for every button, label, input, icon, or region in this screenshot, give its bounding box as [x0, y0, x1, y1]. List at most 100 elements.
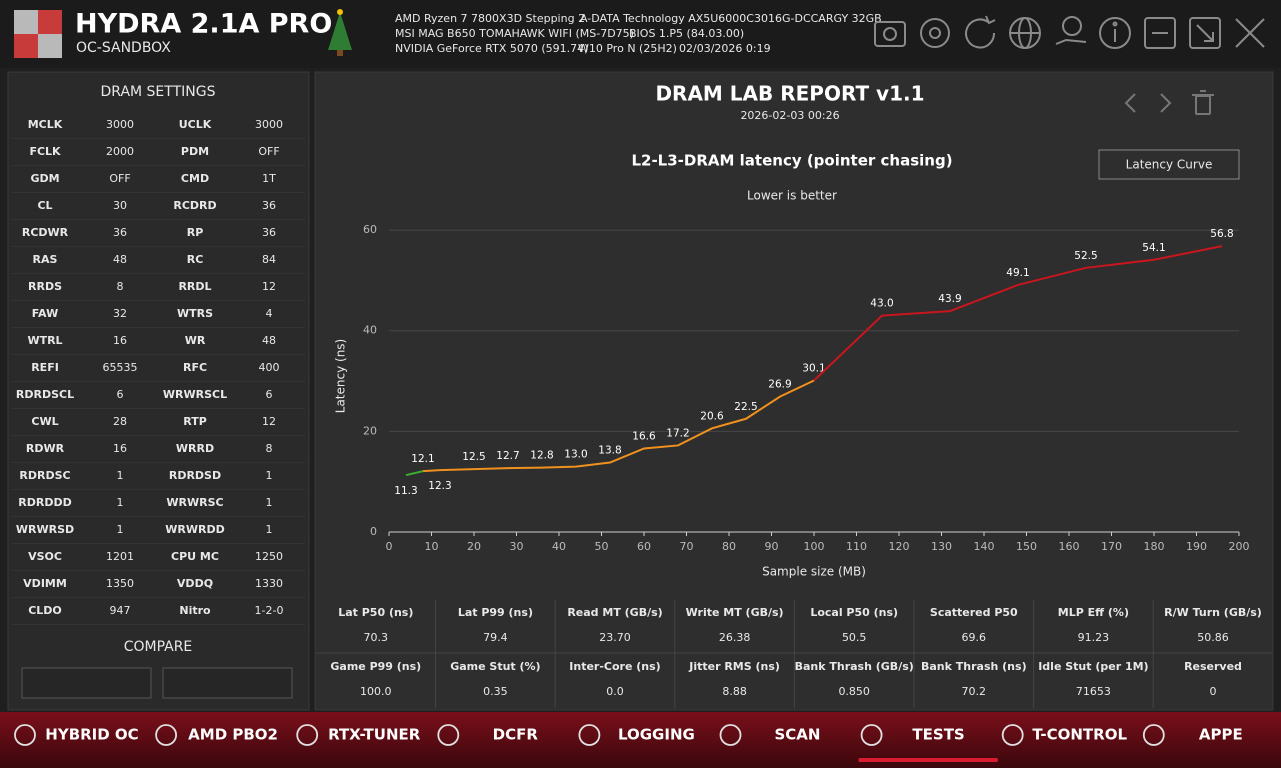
setting-value: 3000	[255, 118, 283, 131]
screenshot-button[interactable]	[874, 21, 906, 47]
data-label: 43.0	[870, 298, 893, 310]
nav-bar	[0, 712, 1281, 768]
report-title: DRAM LAB REPORT v1.1	[655, 82, 924, 106]
x-tick-label: 150	[1016, 540, 1037, 553]
setting-value: 400	[259, 361, 280, 374]
sys-bios: BIOS 1.P5 (84.03.00)	[629, 27, 744, 40]
x-tick-label: 170	[1101, 540, 1122, 553]
latency-line	[405, 470, 424, 477]
info-button[interactable]	[1099, 17, 1131, 49]
data-label: 30.1	[802, 363, 825, 375]
setting-value: 1	[266, 523, 273, 536]
stat-value: 0.35	[483, 685, 508, 698]
setting-label: RDRDSCL	[16, 388, 74, 401]
setting-value: 2000	[106, 145, 134, 158]
data-label: 20.6	[700, 410, 724, 422]
data-label: 52.5	[1074, 250, 1097, 262]
stat-value: 70.2	[962, 685, 987, 698]
web-button[interactable]	[1009, 17, 1041, 49]
setting-value: 12	[262, 280, 276, 293]
stat-label: Read MT (GB/s)	[567, 606, 662, 619]
setting-label: CWL	[31, 415, 58, 428]
setting-value: OFF	[109, 172, 130, 185]
data-label: 56.8	[1210, 228, 1233, 240]
x-tick-label: 0	[386, 540, 393, 553]
setting-label: WRRD	[176, 442, 214, 455]
stat-label: Reserved	[1184, 660, 1242, 673]
setting-value: 36	[113, 226, 127, 239]
x-tick-label: 100	[804, 540, 825, 553]
setting-label: FAW	[32, 307, 58, 320]
setting-value: 1350	[106, 577, 134, 590]
chart-subtitle: Lower is better	[747, 189, 837, 203]
nav-icon	[860, 724, 883, 746]
x-tick-label: 160	[1059, 540, 1080, 553]
setting-label: RDRDSC	[19, 469, 70, 482]
x-tick-label: 50	[595, 540, 609, 553]
nav-tab[interactable]: APPE	[1142, 724, 1243, 746]
nav-tab[interactable]: DCFR	[437, 724, 538, 746]
donate-button[interactable]	[1055, 16, 1087, 45]
data-label: 13.8	[598, 445, 621, 457]
button-frame	[1098, 149, 1240, 180]
setting-value: 1201	[106, 550, 134, 563]
delete-button[interactable]	[1192, 90, 1214, 115]
setting-label: RFC	[183, 361, 207, 374]
next-button[interactable]	[1160, 93, 1172, 113]
x-tick-label: 60	[637, 540, 651, 553]
x-tick-label: 200	[1229, 540, 1250, 553]
setting-label: FCLK	[29, 145, 61, 158]
stat-label: Game Stut (%)	[450, 660, 540, 673]
sys-board: MSI MAG B650 TOMAHAWK WIFI (MS-7D75)	[395, 27, 634, 40]
stat-value: 0.850	[838, 685, 870, 698]
minimize-button[interactable]	[1144, 17, 1176, 49]
nav-tab[interactable]: SCAN	[719, 724, 821, 746]
setting-label: WRWRSC	[166, 496, 223, 509]
setting-label: CPU MC	[171, 550, 219, 563]
setting-label: CMD	[181, 172, 209, 185]
prev-button[interactable]	[1124, 93, 1136, 113]
nav-tab[interactable]: AMD PBO2	[155, 724, 278, 746]
refresh-button[interactable]	[965, 15, 996, 49]
sys-datetime: 02/03/2026 0:19	[679, 42, 771, 55]
setting-label: RCDWR	[22, 226, 69, 239]
setting-value: 1-2-0	[255, 604, 284, 617]
stat-label: Inter-Core (ns)	[569, 660, 660, 673]
stat-label: Lat P99 (ns)	[458, 606, 533, 619]
setting-label: WTRL	[27, 334, 62, 347]
setting-value: 16	[113, 442, 127, 455]
data-label: 12.3	[428, 480, 451, 492]
nav-tab[interactable]: T-CONTROL	[1001, 724, 1128, 746]
setting-label: UCLK	[179, 118, 212, 131]
data-label: 11.3	[394, 485, 417, 497]
report-date: 2026-02-03 00:26	[740, 109, 839, 122]
settings-button[interactable]	[920, 18, 950, 48]
compare-slot[interactable]	[162, 667, 293, 699]
tree-icon	[328, 9, 352, 56]
stat-label: MLP Eff (%)	[1058, 606, 1129, 619]
stat-value: 50.5	[842, 631, 867, 644]
compare-slot[interactable]	[21, 667, 152, 699]
nav-tab[interactable]: HYBRID OC	[14, 724, 139, 746]
setting-value: 12	[262, 415, 276, 428]
nav-label: HYBRID OC	[45, 726, 138, 744]
app-subtitle: OC-SANDBOX	[76, 40, 171, 56]
nav-label: LOGGING	[618, 726, 695, 744]
setting-value: 1250	[255, 550, 283, 563]
nav-tab[interactable]: LOGGING	[578, 724, 695, 746]
y-axis-label: Latency (ns)	[334, 339, 348, 413]
x-tick-label: 70	[680, 540, 694, 553]
setting-value: 48	[262, 334, 276, 347]
nav-tab[interactable]: RTX-TUNER	[296, 724, 421, 746]
setting-label: WRWRSD	[16, 523, 74, 536]
latency-curve-button[interactable]: Latency Curve	[1098, 149, 1240, 180]
stat-label: Write MT (GB/s)	[686, 606, 784, 619]
setting-value: 3000	[106, 118, 134, 131]
x-tick-label: 90	[765, 540, 779, 553]
close-button[interactable]	[1235, 18, 1265, 48]
nav-tab[interactable]: TESTS	[858, 724, 998, 762]
restore-button[interactable]	[1189, 17, 1221, 49]
x-tick-label: 130	[931, 540, 952, 553]
